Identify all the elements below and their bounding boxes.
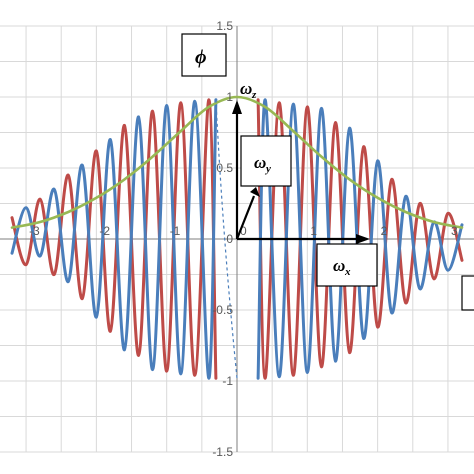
omega-x-box — [316, 243, 378, 287]
x-tick-label: 0 — [240, 224, 247, 238]
y-tick-label: 1.5 — [216, 19, 233, 33]
x-tick-label: 3 — [451, 224, 458, 238]
omega-y-box — [240, 135, 292, 187]
x-tick-label: -1 — [170, 224, 181, 238]
y-tick-label: -1 — [222, 374, 233, 388]
y-tick-label: 0.5 — [216, 161, 233, 175]
series-group — [10, 95, 464, 380]
central-lobe-dashed — [215, 99, 238, 379]
cropped-box-right — [461, 275, 474, 311]
x-tick-label: 2 — [381, 224, 388, 238]
omega-y-label: ω — [254, 153, 266, 172]
x-tick-label: -3 — [29, 224, 40, 238]
omega-z-label: ω — [240, 79, 252, 98]
x-arrowhead — [356, 234, 370, 244]
y-tick-label: -0.5 — [212, 303, 233, 317]
phi-label: ϕ — [195, 46, 207, 68]
x-tick-label: -2 — [99, 224, 110, 238]
y-tick-label: 1 — [226, 90, 233, 104]
tick-labels: -3 -2 -1 0 1 2 3 1.5 1 0.5 0 -0.5 -1 -1.5 — [29, 19, 458, 459]
annotation-overlay: ϕω zω yω x — [181, 33, 474, 311]
y-tick-label: -1.5 — [212, 445, 233, 459]
x-tick-label: 1 — [310, 224, 317, 238]
phi-box — [181, 33, 227, 77]
omega-y-subscript: y — [264, 163, 271, 175]
series-line-oscillation — [10, 98, 218, 380]
series-line-oscillation — [10, 98, 218, 380]
y-arrowhead — [250, 187, 260, 197]
omega-z-subscript: z — [251, 89, 257, 101]
y-arrow-shaft — [235, 195, 256, 240]
series-line-envelope — [10, 95, 464, 229]
omega-x-label: ω — [333, 256, 345, 275]
z-arrowhead — [232, 100, 242, 114]
y-tick-label: 0 — [226, 232, 233, 246]
series-line-oscillation — [256, 98, 464, 380]
omega-x-subscript: x — [344, 266, 351, 278]
